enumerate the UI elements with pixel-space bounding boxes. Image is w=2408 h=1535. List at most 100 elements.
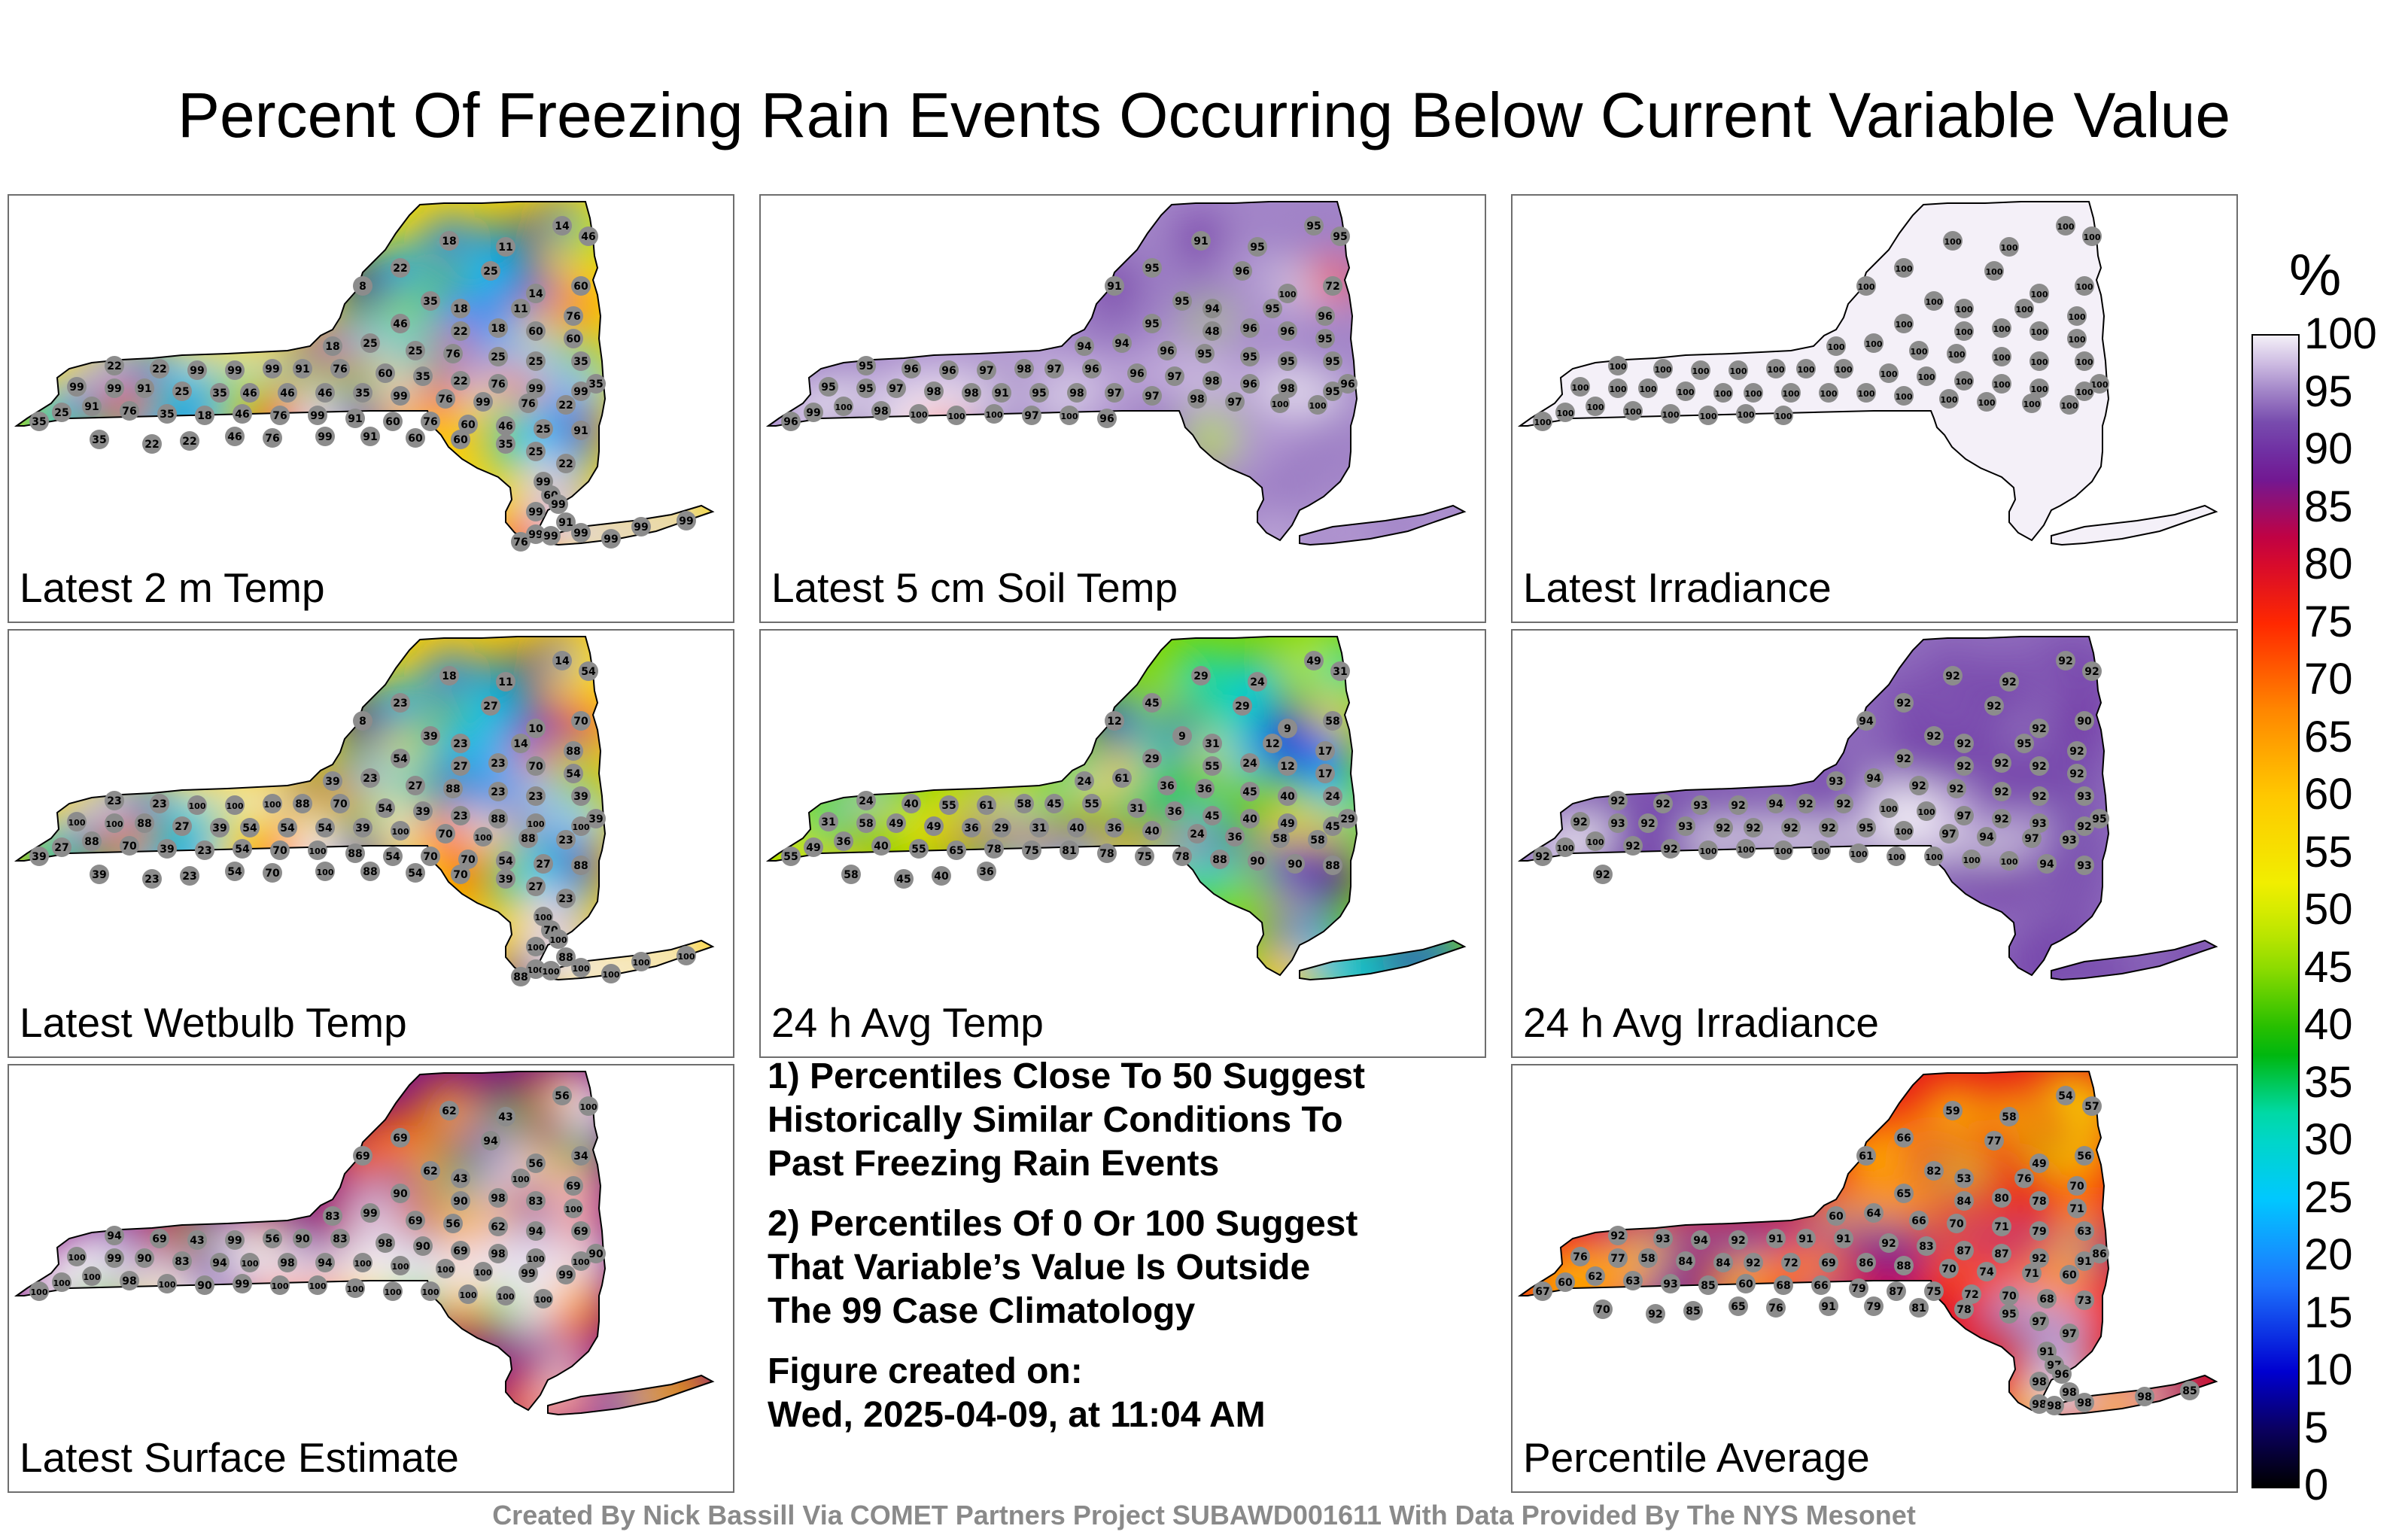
station-marker: 100	[834, 397, 853, 416]
station-marker: 92	[1947, 779, 1966, 798]
station-value: 100	[603, 970, 620, 980]
station-value: 8	[359, 716, 366, 728]
station-marker: 60	[1736, 1274, 1756, 1293]
station-marker: 92	[1943, 666, 1963, 685]
station-value: 10	[528, 723, 543, 735]
station-marker: 36	[834, 831, 853, 851]
station-value: 92	[2032, 791, 2046, 803]
station-marker: 91	[1796, 1229, 1816, 1248]
station-value: 100	[1610, 385, 1627, 394]
station-marker: 24	[1075, 771, 1094, 791]
station-marker: 46	[278, 383, 297, 403]
station-value: 60	[1829, 1211, 1844, 1223]
station-marker: 23	[142, 869, 162, 889]
station-value: 91	[2039, 1346, 2054, 1358]
station-marker: 88	[135, 813, 154, 833]
station-value: 99	[528, 383, 543, 395]
station-marker: 92	[1909, 776, 1929, 795]
station-value: 100	[354, 1259, 372, 1269]
station-value: 100	[1738, 845, 1755, 855]
station-marker: 92	[1744, 1253, 1763, 1272]
station-value: 27	[528, 881, 543, 893]
station-value: 35	[423, 296, 437, 308]
station-value: 54	[378, 803, 393, 815]
station-value: 100	[272, 1281, 289, 1291]
station-marker: 100	[391, 821, 410, 840]
station-marker: 100	[1623, 401, 1643, 421]
station-value: 70	[2069, 1181, 2084, 1193]
station-marker: 100	[2067, 329, 2087, 348]
station-value: 70	[573, 716, 588, 728]
station-marker: 40	[932, 866, 951, 886]
station-marker: 92	[1638, 813, 1658, 833]
station-value: 56	[445, 1218, 460, 1230]
station-marker: 9	[1172, 726, 1192, 746]
station-marker: 23	[488, 782, 508, 801]
station-value: 85	[2182, 1385, 2197, 1397]
station-value: 100	[31, 1287, 48, 1297]
station-value: 100	[1858, 282, 1875, 292]
station-value: 12	[1280, 761, 1294, 773]
station-marker: 100	[1879, 363, 1899, 383]
station-value: 45	[1325, 821, 1339, 833]
station-marker: 78	[1172, 847, 1192, 866]
station-marker: 100	[1894, 258, 1914, 278]
station-value: 92	[1896, 753, 1911, 765]
station-value: 68	[1776, 1280, 1790, 1292]
station-value: 99	[265, 363, 279, 375]
station-value: 95	[1250, 242, 1264, 254]
station-marker: 27	[172, 816, 192, 836]
station-value: 90	[295, 1233, 310, 1245]
station-value: 99	[528, 506, 543, 518]
station-marker: 91	[360, 427, 380, 446]
station-value: 98	[874, 406, 888, 418]
station-value: 43	[190, 1235, 204, 1247]
station-value: 97	[1145, 391, 1159, 403]
station-value: 99	[190, 365, 204, 377]
station-value: 100	[2031, 327, 2048, 337]
station-value: 100	[68, 1253, 86, 1263]
station-marker: 100	[1894, 314, 1914, 333]
station-marker: 100	[2029, 351, 2049, 371]
station-value: 98	[2032, 1399, 2046, 1411]
station-value: 23	[197, 845, 211, 857]
station-value: 100	[422, 1287, 439, 1297]
station-marker: 40	[1067, 818, 1087, 837]
station-value: 39	[212, 822, 227, 834]
station-marker: 85	[1683, 1301, 1703, 1321]
station-value: 35	[415, 371, 430, 383]
station-value: 45	[1145, 698, 1159, 710]
station-marker: 25	[526, 351, 546, 371]
station-value: 100	[1896, 392, 1913, 402]
station-marker: 54	[225, 862, 245, 881]
station-value: 45	[1047, 798, 1061, 810]
station-value: 60	[453, 434, 468, 446]
station-marker: 88	[511, 967, 531, 986]
station-value: 25	[528, 446, 543, 458]
station-marker: 100	[1977, 392, 1996, 412]
station-value: 46	[280, 388, 294, 400]
station-marker: 63	[2075, 1221, 2094, 1241]
station-marker: 95	[856, 378, 876, 398]
station-marker: 56	[552, 1086, 572, 1105]
station-value: 96	[941, 365, 956, 377]
station-value: 79	[1866, 1301, 1880, 1313]
station-marker: 100	[187, 795, 207, 815]
station-marker: 27	[406, 776, 425, 795]
panel-label: Latest Wetbulb Temp	[20, 999, 407, 1046]
station-marker: 88	[1894, 1256, 1914, 1275]
station-marker: 8	[353, 711, 372, 731]
station-value: 87	[1956, 1245, 1971, 1257]
station-marker: 69	[406, 1211, 425, 1230]
station-value: 100	[309, 1281, 327, 1291]
station-marker: 92	[2082, 661, 2102, 681]
station-marker: 58	[1014, 794, 1034, 813]
panel-label: 24 h Avg Temp	[771, 999, 1044, 1046]
station-value: 100	[1309, 401, 1327, 411]
station-marker: 100	[1691, 360, 1710, 380]
map-panel: 62 43 56 100 94 69 69 56 34 62 43 100 69 90 90 98 83 100 8…	[8, 1064, 734, 1493]
station-value: 83	[175, 1256, 189, 1268]
station-marker: 100	[601, 964, 621, 983]
station-marker: 94	[526, 1221, 546, 1241]
